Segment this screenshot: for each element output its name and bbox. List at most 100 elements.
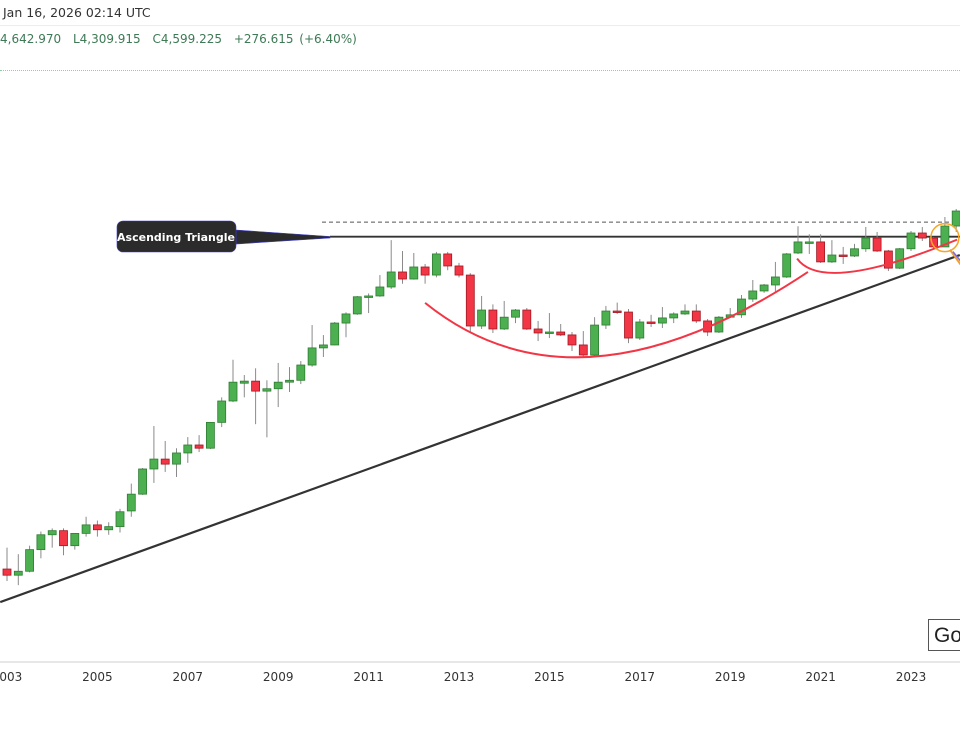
candle-body-up bbox=[951, 210, 960, 227]
candle-body-up bbox=[782, 253, 792, 278]
candle bbox=[2, 547, 12, 581]
candle-body-up bbox=[793, 241, 803, 254]
candle bbox=[477, 295, 487, 329]
candle-body-down bbox=[578, 344, 588, 356]
candle-body-down bbox=[872, 237, 882, 252]
candle bbox=[917, 226, 927, 242]
candle bbox=[251, 368, 261, 425]
candle bbox=[81, 516, 91, 537]
candle bbox=[906, 230, 916, 251]
candle-body-up bbox=[850, 248, 859, 257]
candle-body-up bbox=[590, 324, 599, 356]
candle bbox=[59, 528, 68, 556]
candle bbox=[409, 252, 419, 280]
x-tick-label: 2007 bbox=[173, 670, 204, 684]
candle-body-up bbox=[658, 317, 667, 324]
candle-body-down bbox=[838, 254, 848, 257]
candle bbox=[262, 380, 272, 438]
candle bbox=[285, 367, 294, 393]
candle bbox=[771, 261, 780, 293]
candle-body-up bbox=[680, 310, 690, 315]
candle bbox=[951, 208, 960, 232]
candle bbox=[104, 522, 114, 535]
candle-body-up bbox=[635, 321, 645, 339]
candle bbox=[149, 426, 159, 483]
candle-body-up bbox=[906, 232, 916, 250]
candle bbox=[443, 251, 453, 271]
candle-body-down bbox=[251, 380, 261, 392]
candle bbox=[827, 240, 837, 263]
candle bbox=[341, 312, 351, 338]
candle bbox=[782, 252, 792, 278]
candle bbox=[635, 318, 645, 341]
candle-body-up bbox=[13, 570, 23, 576]
candle-body-up bbox=[217, 400, 227, 423]
candle bbox=[454, 262, 464, 278]
candle-body-up bbox=[149, 458, 159, 470]
candle-body-up bbox=[341, 313, 351, 324]
candle bbox=[205, 421, 215, 450]
candle-body-up bbox=[172, 452, 181, 465]
x-tick-label: 2015 bbox=[534, 670, 565, 684]
candle-body-up bbox=[25, 549, 35, 572]
candle bbox=[804, 234, 814, 254]
candle-body-up bbox=[228, 381, 238, 402]
x-tick-label: 2019 bbox=[715, 670, 746, 684]
label-box bbox=[116, 220, 237, 253]
candle bbox=[398, 250, 407, 284]
candle bbox=[759, 283, 769, 293]
candle-body-down bbox=[646, 321, 656, 324]
ascending-triangle-label[interactable]: Ascending Triangle bbox=[116, 220, 331, 253]
high-value: H4,642.970 bbox=[0, 32, 62, 46]
candle-body-up bbox=[375, 286, 385, 297]
candle-body-up bbox=[771, 276, 780, 286]
candle bbox=[138, 468, 148, 495]
change-value: +276.615 (+6.40%) bbox=[233, 32, 357, 46]
candle-body-up bbox=[115, 511, 125, 528]
candle-body-down bbox=[691, 310, 701, 322]
candle-body-up bbox=[138, 468, 148, 495]
candle-body-up bbox=[285, 379, 294, 383]
x-tick-label: 2021 bbox=[805, 670, 836, 684]
candle bbox=[567, 332, 577, 352]
candle bbox=[624, 309, 633, 344]
candle-body-up bbox=[183, 444, 193, 454]
candle-body-up bbox=[601, 310, 611, 326]
candle-body-up bbox=[804, 241, 814, 244]
candle-body-up bbox=[364, 295, 374, 298]
cup-arc-1 bbox=[424, 271, 809, 359]
x-tick-label: 2009 bbox=[263, 670, 294, 684]
close-value: C4,599.225 bbox=[152, 32, 222, 46]
candle bbox=[669, 312, 679, 324]
candle-body-up bbox=[262, 388, 272, 392]
candle-body-down bbox=[59, 530, 68, 547]
candle bbox=[217, 397, 227, 428]
candle bbox=[658, 307, 667, 329]
candle-body-down bbox=[420, 266, 430, 276]
candle-body-down bbox=[612, 310, 622, 313]
candle-body-up bbox=[759, 284, 769, 292]
x-tick-label: 2023 bbox=[896, 670, 927, 684]
candle bbox=[895, 247, 905, 270]
candle bbox=[375, 275, 385, 297]
candle-body-up bbox=[477, 309, 487, 327]
candle bbox=[25, 545, 35, 573]
candle bbox=[522, 308, 532, 330]
highlight-circle bbox=[930, 222, 960, 253]
candle-body-down bbox=[556, 331, 566, 336]
candle bbox=[612, 302, 622, 314]
candle-body-up bbox=[81, 524, 91, 534]
candle-body-up bbox=[669, 313, 679, 319]
candle bbox=[850, 243, 859, 257]
candle bbox=[872, 231, 882, 252]
candle bbox=[691, 304, 701, 324]
candle-body-up bbox=[748, 290, 758, 300]
candle bbox=[36, 531, 46, 559]
candle-body-up bbox=[386, 271, 396, 288]
candle-body-up bbox=[545, 331, 554, 334]
candle-body-down bbox=[398, 271, 407, 280]
x-tick-label: 2011 bbox=[353, 670, 384, 684]
candle bbox=[838, 246, 848, 264]
x-tick-label: 2017 bbox=[625, 670, 656, 684]
